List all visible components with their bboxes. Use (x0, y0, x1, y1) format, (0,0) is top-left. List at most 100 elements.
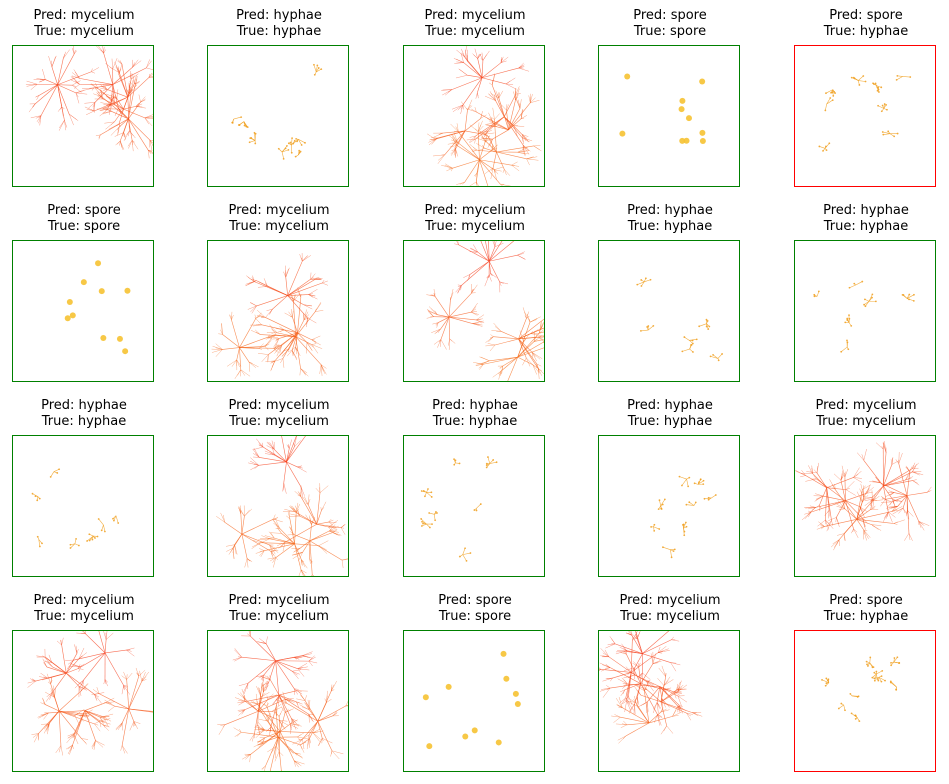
correct-panel (598, 435, 740, 577)
panel-cell: Pred: hyphae True: hyphae (189, 0, 369, 195)
true-label: True: mycelium (816, 414, 916, 429)
hyphae-fragments (818, 74, 912, 152)
correct-panel (207, 45, 349, 187)
panel-cell: Pred: spore True: spore (0, 195, 174, 390)
correct-panel (403, 630, 545, 772)
hyphae-fragments (420, 456, 498, 562)
panel-cell: Pred: mycelium True: mycelium (385, 0, 565, 195)
incorrect-panel (794, 630, 936, 772)
correct-panel (207, 630, 349, 772)
true-label: True: mycelium (229, 219, 329, 234)
true-label: True: spore (633, 24, 707, 39)
true-label: True: hyphae (823, 24, 909, 39)
panel-cell: Pred: mycelium True: mycelium (580, 585, 760, 780)
sample-image (231, 63, 323, 160)
panel-cell: Pred: mycelium True: mycelium (189, 585, 369, 780)
sample-image (795, 441, 932, 551)
sample-image (25, 46, 153, 159)
sample-image (217, 631, 348, 771)
mycelium-network (27, 631, 153, 756)
sample-image (821, 656, 901, 723)
panel-cell: Pred: mycelium True: mycelium (189, 195, 369, 390)
true-label: True: hyphae (432, 414, 518, 429)
mycelium-network (211, 253, 329, 379)
panel-cell: Pred: hyphae True: hyphae (385, 390, 565, 585)
pred-label: Pred: spore (633, 8, 707, 23)
true-label: True: hyphae (236, 24, 322, 39)
correct-panel (598, 45, 740, 187)
sample-image (64, 260, 131, 355)
pred-label: Pred: mycelium (424, 203, 526, 218)
true-label: True: mycelium (34, 609, 134, 624)
pred-label: Pred: spore (438, 593, 512, 608)
mycelium-network (216, 436, 348, 576)
pred-label: Pred: spore (829, 8, 903, 23)
pred-label: Pred: mycelium (33, 593, 135, 608)
correct-panel (403, 435, 545, 577)
hyphae-fragments (813, 280, 915, 353)
correct-panel (598, 630, 740, 772)
true-label: True: mycelium (34, 24, 134, 39)
true-label: True: mycelium (425, 219, 525, 234)
pred-label: Pred: spore (829, 593, 903, 608)
pred-label: Pred: hyphae (432, 398, 518, 413)
panel-cell: Pred: spore True: spore (385, 585, 565, 780)
mycelium-network (599, 631, 703, 744)
true-label: True: hyphae (823, 219, 909, 234)
panel-cell: Pred: hyphae True: hyphae (580, 390, 760, 585)
sample-image (599, 631, 703, 744)
mycelium-network (427, 46, 542, 186)
pred-label: Pred: mycelium (228, 593, 330, 608)
panel-cell: Pred: mycelium True: mycelium (189, 390, 369, 585)
sample-image (31, 468, 120, 549)
sample-image (813, 280, 915, 353)
panel-cell: Pred: spore True: hyphae (776, 0, 949, 195)
sample-image (216, 436, 348, 576)
pred-label: Pred: mycelium (619, 593, 721, 608)
correct-panel (12, 240, 154, 382)
mycelium-network (795, 441, 932, 551)
pred-label: Pred: mycelium (815, 398, 917, 413)
sample-image (427, 46, 542, 186)
sample-image (426, 241, 544, 381)
incorrect-panel (794, 45, 936, 187)
sample-image (636, 277, 723, 362)
correct-panel (598, 240, 740, 382)
correct-panel (12, 435, 154, 577)
spore-dots (64, 260, 131, 355)
panel-cell: Pred: spore True: hyphae (776, 585, 949, 780)
pred-label: Pred: hyphae (236, 8, 322, 23)
true-label: True: hyphae (41, 414, 127, 429)
sample-image (422, 650, 521, 750)
true-label: True: mycelium (229, 609, 329, 624)
sample-image (619, 73, 706, 144)
panel-cell: Pred: mycelium True: mycelium (385, 195, 565, 390)
true-label: True: mycelium (425, 24, 525, 39)
sample-image (650, 475, 717, 559)
pred-label: Pred: hyphae (627, 203, 713, 218)
sample-image (27, 631, 153, 756)
true-label: True: hyphae (823, 609, 909, 624)
correct-panel (12, 45, 154, 187)
pred-label: Pred: hyphae (627, 398, 713, 413)
mycelium-network (25, 46, 153, 159)
correct-panel (794, 240, 936, 382)
spore-dots (619, 73, 706, 144)
panel-cell: Pred: mycelium True: mycelium (0, 585, 174, 780)
sample-image (818, 74, 912, 152)
spore-dots (422, 650, 521, 750)
hyphae-fragments (821, 656, 901, 723)
pred-label: Pred: mycelium (424, 8, 526, 23)
true-label: True: mycelium (229, 414, 329, 429)
hyphae-fragments (31, 468, 120, 549)
pred-label: Pred: mycelium (33, 8, 135, 23)
correct-panel (207, 240, 349, 382)
correct-panel (12, 630, 154, 772)
panel-cell: Pred: hyphae True: hyphae (0, 390, 174, 585)
sample-image (420, 456, 498, 562)
pred-label: Pred: mycelium (228, 398, 330, 413)
correct-panel (403, 240, 545, 382)
panel-cell: Pred: mycelium True: mycelium (776, 390, 949, 585)
sample-image (211, 253, 329, 379)
